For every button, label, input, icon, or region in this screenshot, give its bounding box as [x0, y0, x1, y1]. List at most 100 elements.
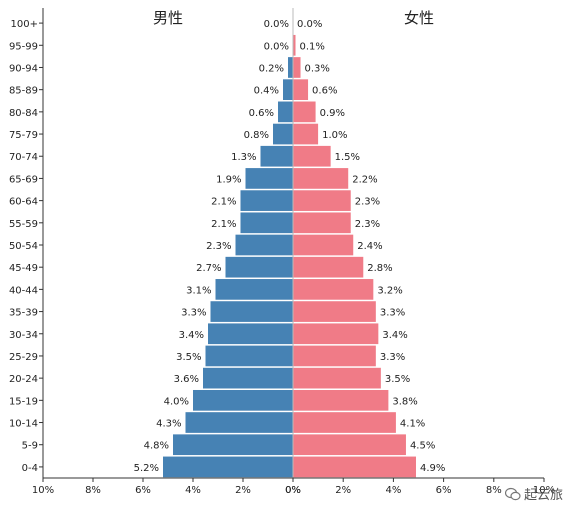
bar-male-65-69: [245, 168, 293, 189]
bar-female-40-44: [293, 279, 374, 300]
label-female-95-99: 0.1%: [300, 41, 325, 52]
series-label-male: 男性: [153, 9, 183, 27]
label-male-10-14: 4.3%: [156, 419, 181, 430]
y-tick-label-50-54: 50-54: [9, 241, 38, 252]
label-female-30-34: 3.4%: [382, 330, 407, 341]
y-tick-label-70-74: 70-74: [9, 152, 38, 163]
x-tick-label-left-3: 4%: [185, 485, 201, 496]
bar-female-60-64: [293, 190, 351, 211]
label-male-45-49: 2.7%: [196, 263, 221, 274]
bar-male-5-9: [173, 434, 293, 456]
label-male-55-59: 2.1%: [211, 219, 236, 230]
label-female-40-44: 3.2%: [377, 285, 402, 296]
bar-male-55-59: [240, 212, 293, 234]
label-female-20-24: 3.5%: [385, 374, 410, 385]
y-tick-label-75-79: 75-79: [9, 130, 38, 141]
x-tick-label-left-4: 2%: [235, 485, 251, 496]
bar-female-35-39: [293, 301, 376, 322]
x-tick-label-left-2: 6%: [135, 485, 151, 496]
label-male-60-64: 2.1%: [211, 197, 236, 208]
bar-male-20-24: [203, 367, 293, 389]
y-tick-label-55-59: 55-59: [9, 219, 38, 230]
y-tick-label-40-44: 40-44: [9, 285, 38, 296]
label-male-100+: 0.0%: [264, 19, 289, 30]
bar-male-70-74: [260, 145, 293, 167]
label-female-50-54: 2.4%: [357, 241, 382, 252]
label-male-35-39: 3.3%: [181, 308, 206, 319]
y-tick-label-30-34: 30-34: [9, 330, 38, 341]
label-female-35-39: 3.3%: [380, 308, 405, 319]
series-label-female: 女性: [404, 9, 434, 27]
y-tick-label-0-4: 0-4: [22, 463, 38, 474]
bar-female-45-49: [293, 256, 364, 278]
label-male-70-74: 1.3%: [231, 152, 256, 163]
label-female-55-59: 2.3%: [355, 219, 380, 230]
bar-male-60-64: [240, 190, 293, 211]
label-female-65-69: 2.2%: [352, 174, 377, 185]
y-tick-label-85-89: 85-89: [9, 86, 38, 97]
bar-male-75-79: [273, 123, 293, 145]
y-tick-label-5-9: 5-9: [22, 441, 38, 452]
watermark: 起云旅: [504, 484, 563, 503]
x-tick-label-left-1: 8%: [85, 485, 101, 496]
label-male-5-9: 4.8%: [144, 441, 169, 452]
label-male-40-44: 3.1%: [186, 285, 211, 296]
y-tick-label-20-24: 20-24: [9, 374, 38, 385]
x-tick-label-left-5: 0%: [285, 485, 301, 496]
watermark-text: 起云旅: [523, 488, 563, 503]
label-female-45-49: 2.8%: [367, 263, 392, 274]
y-tick-label-65-69: 65-69: [9, 174, 38, 185]
label-female-25-29: 3.3%: [380, 352, 405, 363]
x-tick-label-right-4: 8%: [486, 485, 502, 496]
label-male-90-94: 0.2%: [259, 63, 284, 74]
bar-female-75-79: [293, 123, 319, 145]
label-female-80-84: 0.9%: [320, 108, 345, 119]
label-female-75-79: 1.0%: [322, 130, 347, 141]
bar-male-35-39: [210, 301, 293, 322]
label-male-65-69: 1.9%: [216, 174, 241, 185]
bar-female-5-9: [293, 434, 406, 456]
bar-female-50-54: [293, 234, 354, 256]
y-tick-label-80-84: 80-84: [9, 108, 38, 119]
y-tick-label-15-19: 15-19: [9, 396, 38, 407]
bar-male-30-34: [208, 323, 293, 345]
x-tick-label-right-1: 2%: [335, 485, 351, 496]
label-female-15-19: 3.8%: [392, 396, 417, 407]
y-tick-label-100+: 100+: [11, 19, 38, 30]
x-tick-label-right-3: 6%: [436, 485, 452, 496]
bar-female-20-24: [293, 367, 381, 389]
bar-male-80-84: [278, 101, 293, 123]
label-male-0-4: 5.2%: [134, 463, 159, 474]
bar-female-15-19: [293, 389, 389, 411]
y-tick-label-35-39: 35-39: [9, 308, 38, 319]
label-male-15-19: 4.0%: [164, 396, 189, 407]
bar-female-0-4: [293, 456, 416, 478]
x-tick-label-left-0: 10%: [32, 485, 54, 496]
label-male-20-24: 3.6%: [174, 374, 199, 385]
label-female-70-74: 1.5%: [335, 152, 360, 163]
bar-female-95-99: [293, 34, 296, 56]
label-male-85-89: 0.4%: [254, 86, 279, 97]
label-female-0-4: 4.9%: [420, 463, 445, 474]
bar-male-0-4: [163, 456, 293, 478]
bar-female-70-74: [293, 145, 331, 167]
bar-male-25-29: [205, 345, 293, 367]
label-female-90-94: 0.3%: [305, 63, 330, 74]
label-male-75-79: 0.8%: [244, 130, 269, 141]
y-tick-label-95-99: 95-99: [9, 41, 38, 52]
label-male-25-29: 3.5%: [176, 352, 201, 363]
y-tick-label-60-64: 60-64: [9, 197, 38, 208]
x-tick-label-right-2: 4%: [385, 485, 401, 496]
y-tick-label-10-14: 10-14: [9, 419, 38, 430]
bar-female-85-89: [293, 79, 309, 101]
bar-male-40-44: [215, 279, 293, 300]
label-female-85-89: 0.6%: [312, 86, 337, 97]
label-male-30-34: 3.4%: [179, 330, 204, 341]
y-tick-label-25-29: 25-29: [9, 352, 38, 363]
bar-male-85-89: [283, 79, 293, 101]
x-tick-label-right-0: 0%: [285, 485, 301, 496]
label-female-10-14: 4.1%: [400, 419, 425, 430]
bar-male-10-14: [185, 412, 293, 433]
bar-female-10-14: [293, 412, 396, 433]
